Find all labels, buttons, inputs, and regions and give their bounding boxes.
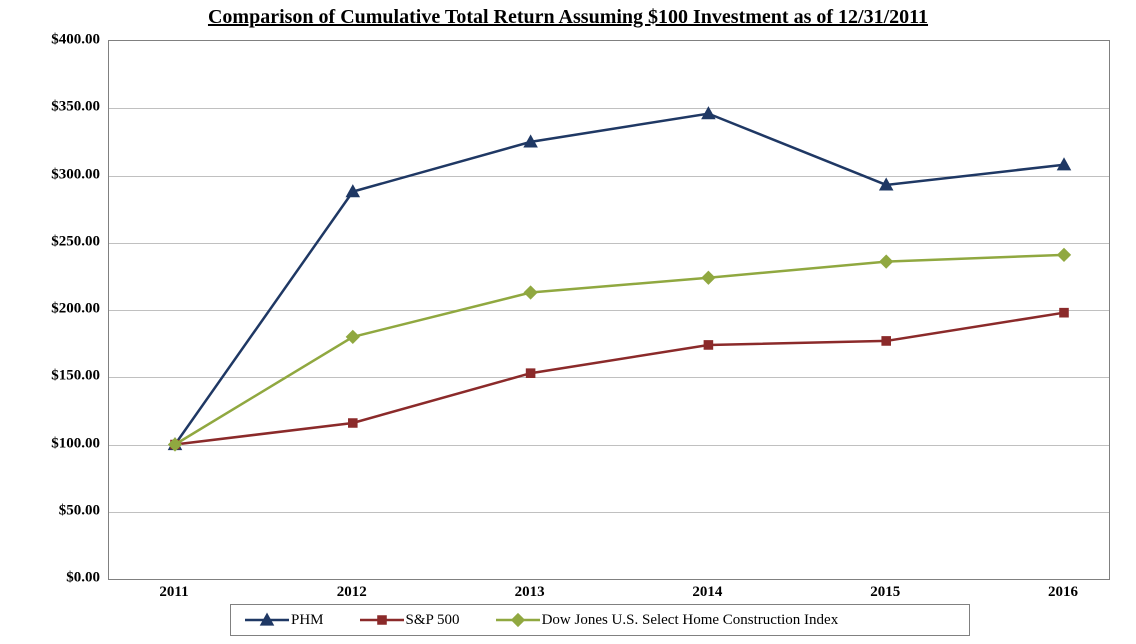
x-tick-label: 2015 xyxy=(870,584,900,601)
x-tick-label: 2016 xyxy=(1048,584,1078,601)
chart-page: { "chart": { "type": "line", "title": "C… xyxy=(0,0,1136,644)
series-marker xyxy=(702,107,715,119)
series-marker xyxy=(702,271,715,284)
x-tick-label: 2011 xyxy=(159,584,188,601)
legend-swatch xyxy=(496,611,540,629)
series-line xyxy=(175,255,1064,445)
x-tick-label: 2012 xyxy=(337,584,367,601)
series-marker xyxy=(882,337,891,346)
y-tick-label: $150.00 xyxy=(36,368,100,385)
series-marker xyxy=(526,369,535,378)
y-tick-label: $400.00 xyxy=(36,32,100,49)
y-tick-label: $100.00 xyxy=(36,435,100,452)
series-marker xyxy=(346,330,359,343)
y-tick-label: $0.00 xyxy=(36,570,100,587)
legend-item: S&P 500 xyxy=(360,611,460,629)
series-layer xyxy=(109,41,1109,579)
chart-title: Comparison of Cumulative Total Return As… xyxy=(0,6,1136,29)
legend-label: Dow Jones U.S. Select Home Construction … xyxy=(542,612,839,629)
series-marker xyxy=(1058,248,1071,261)
series-marker xyxy=(1060,308,1069,317)
legend-label: PHM xyxy=(291,612,324,629)
x-tick-label: 2013 xyxy=(515,584,545,601)
series-marker xyxy=(349,419,358,428)
y-tick-label: $200.00 xyxy=(36,301,100,318)
series-line xyxy=(175,313,1064,445)
legend-item: PHM xyxy=(245,611,324,629)
legend: PHM S&P 500 Dow Jones U.S. Select Home Con… xyxy=(230,604,970,636)
series-marker xyxy=(704,341,713,350)
y-tick-label: $300.00 xyxy=(36,166,100,183)
legend-label: S&P 500 xyxy=(406,612,460,629)
y-tick-label: $350.00 xyxy=(36,99,100,116)
series-line xyxy=(175,114,1064,445)
y-tick-label: $50.00 xyxy=(36,502,100,519)
legend-swatch xyxy=(360,611,404,629)
legend-item: Dow Jones U.S. Select Home Construction … xyxy=(496,611,839,629)
series-marker xyxy=(524,286,537,299)
legend-swatch xyxy=(245,611,289,629)
x-tick-label: 2014 xyxy=(692,584,722,601)
plot-area xyxy=(108,40,1110,580)
y-tick-label: $250.00 xyxy=(36,233,100,250)
series-marker xyxy=(880,255,893,268)
